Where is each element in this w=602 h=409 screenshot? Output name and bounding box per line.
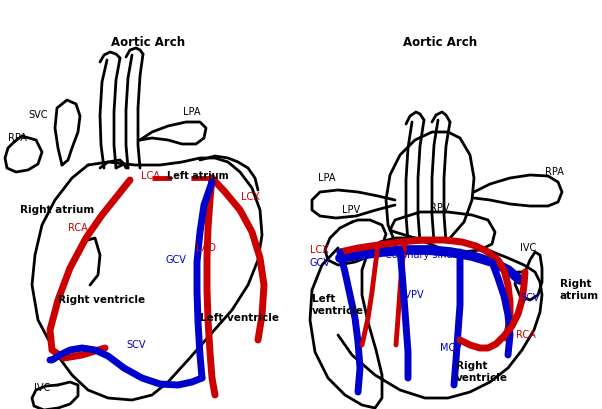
- Text: RPA: RPA: [545, 167, 564, 177]
- Text: SCV: SCV: [520, 293, 539, 303]
- Text: Left
ventricle: Left ventricle: [312, 294, 364, 316]
- Text: SVC: SVC: [28, 110, 48, 120]
- Text: Right
atrium: Right atrium: [560, 279, 599, 301]
- Text: RPA: RPA: [8, 133, 27, 143]
- Text: Right ventricle: Right ventricle: [58, 295, 145, 305]
- Text: IVC: IVC: [34, 383, 50, 393]
- Text: LVPV: LVPV: [400, 290, 424, 300]
- Text: RCA: RCA: [516, 330, 536, 340]
- Text: SCV: SCV: [126, 340, 146, 350]
- Text: GCV: GCV: [166, 255, 187, 265]
- Text: LPV: LPV: [342, 205, 360, 215]
- Text: Aortic Arch: Aortic Arch: [403, 36, 477, 49]
- Text: Coronary sinus: Coronary sinus: [385, 250, 458, 260]
- Text: Right atrium: Right atrium: [20, 205, 95, 215]
- Text: LAD: LAD: [196, 243, 216, 253]
- Text: LCA: LCA: [141, 171, 160, 181]
- Text: IVC: IVC: [520, 243, 536, 253]
- Text: LCX: LCX: [310, 245, 329, 255]
- Text: Left ventricle: Left ventricle: [200, 313, 279, 323]
- Text: Right
ventricle: Right ventricle: [456, 361, 508, 383]
- Text: LPA: LPA: [183, 107, 200, 117]
- Text: RCA: RCA: [68, 223, 88, 233]
- Text: LPA: LPA: [318, 173, 335, 183]
- Text: Aortic Arch: Aortic Arch: [111, 36, 185, 49]
- Text: RPV: RPV: [430, 203, 450, 213]
- Text: MCV: MCV: [440, 343, 462, 353]
- Text: Left atrium: Left atrium: [167, 171, 229, 181]
- Text: GCV: GCV: [310, 258, 331, 268]
- Text: LCX: LCX: [241, 192, 260, 202]
